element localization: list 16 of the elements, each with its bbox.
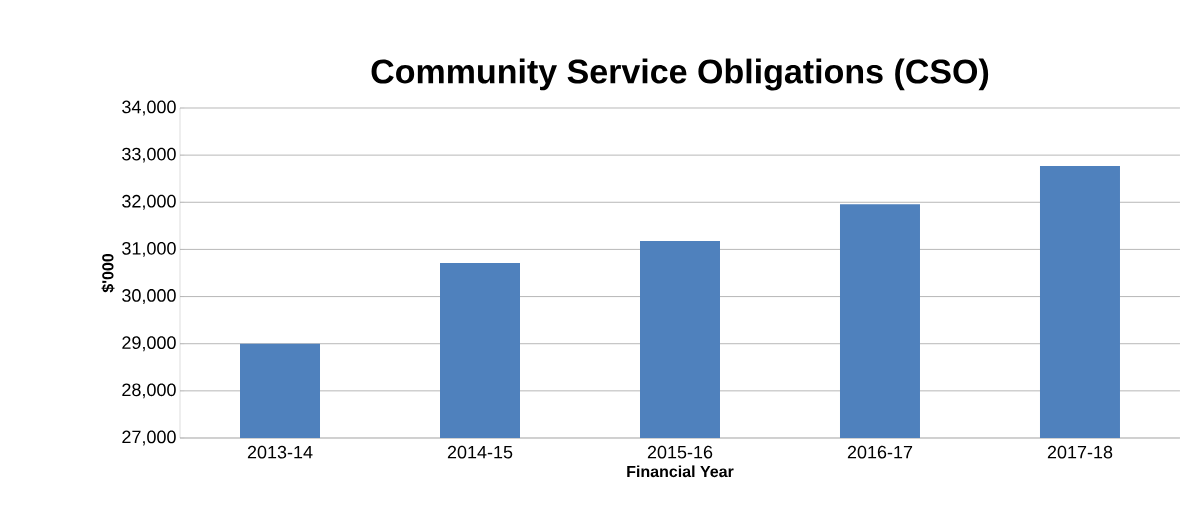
y-tick-label: 34,000 <box>122 100 176 116</box>
x-tick-label: 2013-14 <box>247 445 313 459</box>
x-tick-label: 2015-16 <box>647 445 713 459</box>
x-tick-label: 2016-17 <box>847 445 913 459</box>
x-axis-title: Financial Year <box>627 465 734 478</box>
y-tick-label: 27,000 <box>122 430 176 446</box>
y-tick-label: 30,000 <box>122 289 176 304</box>
x-tick-label: 2017-18 <box>1047 445 1113 459</box>
y-tick-label: 33,000 <box>122 147 176 163</box>
chart-title: Community Service Obligations (CSO) <box>371 58 989 91</box>
y-tick-label: 32,000 <box>122 194 176 210</box>
x-tick-label: 2014-15 <box>447 445 513 459</box>
y-tick-label: 31,000 <box>122 241 176 257</box>
y-tick-label: 28,000 <box>122 383 176 399</box>
y-axis-title: $'000 <box>101 253 115 293</box>
y-tick-label: 29,000 <box>122 336 176 352</box>
